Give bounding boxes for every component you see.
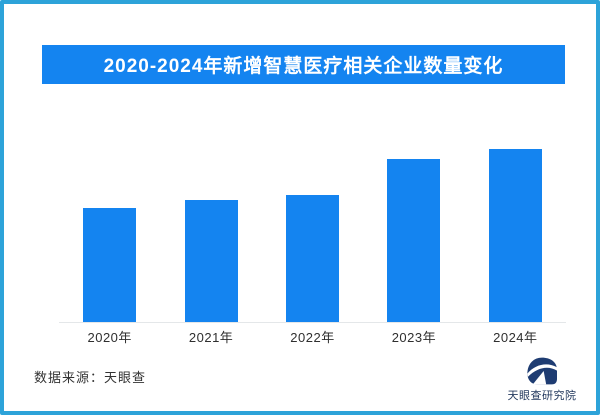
bar-2022年	[286, 195, 340, 322]
bar-2021年	[184, 200, 238, 322]
chart-title: 2020-2024年新增智慧医疗相关企业数量变化	[103, 56, 504, 77]
x-axis-labels: 2020年 2021年 2022年 2023年 2024年	[59, 327, 566, 346]
tianyancha-logo: 天眼查研究院	[504, 356, 580, 403]
bar-slot-2022年	[262, 124, 363, 322]
tianyancha-eye-icon	[527, 357, 557, 385]
x-axis-label-2022年: 2022年	[290, 330, 335, 345]
logo-wordmark: 天眼查研究院	[507, 390, 577, 402]
bar-chart-plot-area	[59, 124, 566, 323]
bar-2024年	[488, 149, 542, 322]
bar-2023年	[387, 159, 441, 322]
bar-slot-2021年	[160, 124, 261, 322]
bar-2020年	[83, 208, 137, 322]
x-axis-label-2023年: 2023年	[391, 330, 437, 345]
bar-slot-2023年	[363, 124, 464, 322]
x-axis-label-2021年: 2021年	[188, 330, 234, 345]
title-banner: 2020-2024年新增智慧医疗相关企业数量变化	[42, 45, 565, 84]
data-source-label: 数据来源：天眼查	[34, 370, 147, 385]
x-axis-label-2024年: 2024年	[493, 330, 538, 345]
x-axis-label-2020年: 2020年	[87, 330, 132, 345]
bar-slot-2020年	[59, 124, 160, 322]
bar-slot-2024年	[465, 124, 566, 322]
